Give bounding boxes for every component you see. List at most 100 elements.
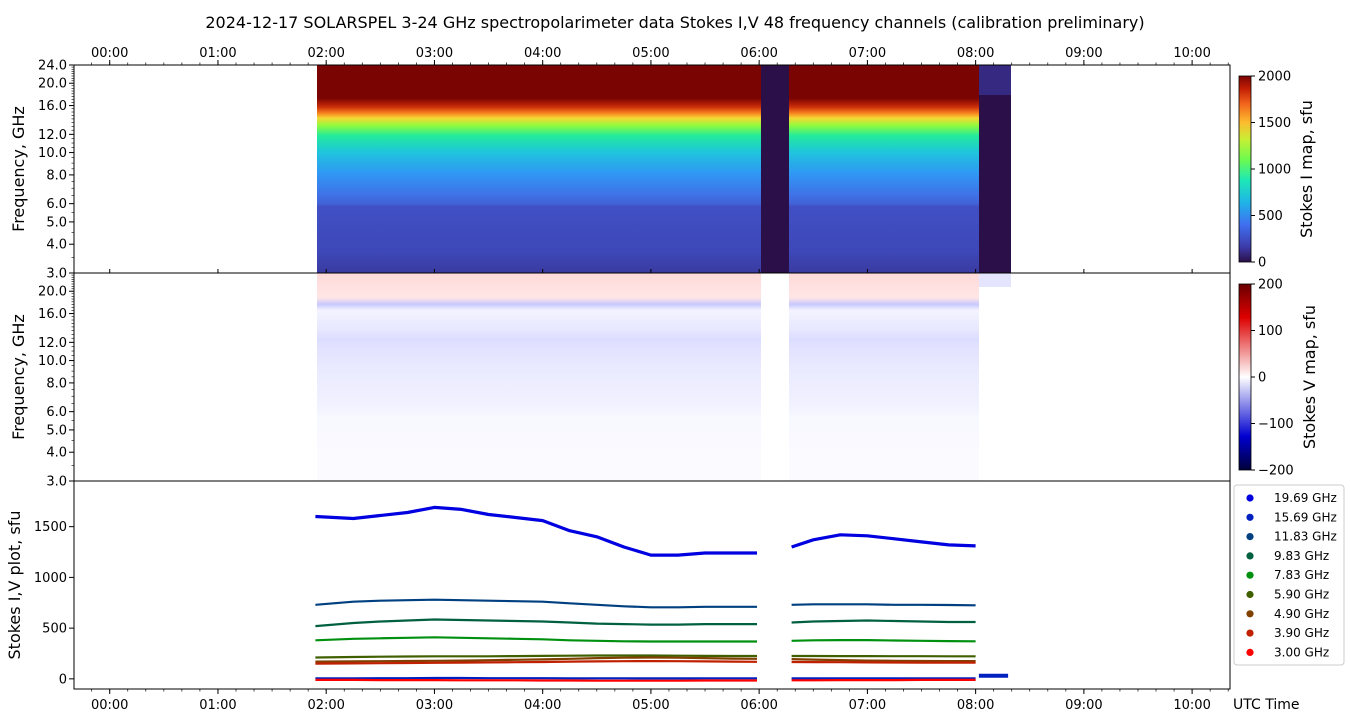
bottom-time-tick-label: 05:00: [632, 698, 669, 713]
stokes-i-colorbar-tick-label: 1000: [1258, 163, 1291, 178]
stokes-i-map-block-2: [789, 65, 979, 273]
top-time-tick-label: 07:00: [849, 46, 886, 61]
legend-entry-label: 9.83 GHz: [1274, 549, 1329, 563]
legend-marker: [1246, 648, 1254, 657]
stokes-i-freq-tick-label: 5.0: [46, 215, 67, 230]
series-line-7-83-GHz-part-2: [791, 638, 976, 643]
stokes-iv-value-tick-label: 1000: [34, 571, 67, 586]
series-line-11-83-GHz-part-1: [315, 598, 757, 609]
series-line-19-69-GHz-part-1: [315, 505, 757, 557]
bottom-time-tick-label: 03:00: [416, 698, 453, 713]
stokes-i-freq-tick-label: 6.0: [46, 197, 67, 212]
stokes-iv-value-tick-label: 500: [42, 622, 67, 637]
stokes-v-freq-tick-label: 16.0: [38, 307, 67, 322]
bottom-time-tick-label: 04:00: [524, 698, 561, 713]
legend-entry-label: 11.83 GHz: [1274, 530, 1337, 544]
top-time-tick-label: 01:00: [199, 46, 236, 61]
stokes-v-freq-tick-label: 6.0: [46, 405, 67, 420]
legend-entry-label: 5.90 GHz: [1274, 588, 1329, 602]
series-line-7-83-GHz-part-1: [315, 636, 757, 643]
legend-entry-label: 7.83 GHz: [1274, 568, 1329, 582]
stokes-i-freq-tick-label: 24.0: [38, 59, 67, 74]
stokes-i-freq-tick-label: 10.0: [38, 146, 67, 161]
stokes-i-colorbar-tick-label: 1500: [1258, 116, 1291, 131]
stokes-i-gap-1: [761, 65, 789, 273]
legend-entry-label: 3.00 GHz: [1274, 645, 1329, 659]
legend-entry-label: 15.69 GHz: [1274, 510, 1337, 524]
top-time-tick-label: 08:00: [957, 46, 994, 61]
stokes-v-freq-tick-label: 5.0: [46, 423, 67, 438]
stokes-i-freq-tick-label: 16.0: [38, 99, 67, 114]
legend-entry-label: 4.90 GHz: [1274, 607, 1329, 621]
stokes-i-colorbar-tick-label: 0: [1258, 256, 1266, 271]
stokes-i-freq-tick-label: 3.0: [46, 267, 67, 282]
top-time-tick-label: 05:00: [632, 46, 669, 61]
stokes-i-freq-tick-label: 20.0: [38, 77, 67, 92]
series-line-9-83-GHz-part-2: [791, 619, 976, 624]
stokes-i-freq-tick-label: 12.0: [38, 128, 67, 143]
figure-title: 2024-12-17 SOLARSPEL 3-24 GHz spectropol…: [205, 13, 1144, 32]
stokes-v-colorbar-tick-label: −200: [1258, 464, 1294, 479]
time-axis-label: UTC Time: [1233, 697, 1299, 713]
bottom-time-tick-label: 06:00: [740, 698, 777, 713]
stokes-v-freq-tick-label: 12.0: [38, 336, 67, 351]
bottom-time-tick-label: 01:00: [199, 698, 236, 713]
bottom-time-tick-label: 00:00: [91, 698, 128, 713]
legend-marker: [1246, 571, 1254, 579]
stokes-iv-value-tick-label: 0: [59, 672, 67, 687]
bottom-time-tick-label: 10:00: [1173, 698, 1210, 713]
top-time-tick-label: 04:00: [524, 46, 561, 61]
stokes-i-map-block-1: [317, 65, 761, 273]
stokes-v-freq-tick-label: 8.0: [46, 376, 67, 391]
legend-marker: [1246, 533, 1254, 541]
stokes-v-ylabel: Frequency, GHz: [9, 314, 28, 440]
top-time-tick-label: 10:00: [1173, 46, 1210, 61]
stokes-i-colorbar-label: Stokes I map, sfu: [1297, 100, 1316, 238]
stokes-i-panel: 3.0 4.0 5.0 6.0 8.0 10.0 12.0 16.0 20.0 24.0 00:0…: [9, 46, 1231, 481]
series-line-3-90-GHz-part-1: [315, 659, 758, 665]
stokes-i-freq-tick-label: 4.0: [46, 238, 67, 253]
bottom-time-tick-label: 02:00: [307, 698, 344, 713]
stokes-i-colorbar-tick-label: 2000: [1258, 70, 1291, 85]
legend-marker: [1246, 610, 1254, 618]
stokes-v-freq-tick-label: 4.0: [46, 446, 67, 461]
stokes-v-map-block-1: [317, 273, 761, 481]
bottom-time-tick-label: 08:00: [957, 698, 994, 713]
legend-marker: [1246, 552, 1254, 560]
stokes-i-colorbar: 0 500 1000 1500 2000 Stokes I map, sfu: [1238, 70, 1316, 271]
series-legend: 19.69 GHz 15.69 GHz 11.83 GHz 9.83 GHz 7.83 …: [1233, 484, 1345, 666]
bottom-time-tick-label: 07:00: [849, 698, 886, 713]
series-line-19-69-GHz-part-2: [791, 533, 976, 549]
stokes-i-freq-tick-label: 8.0: [46, 168, 67, 183]
stokes-iv-ylabel: Stokes I,V plot, sfu: [5, 511, 24, 660]
stokes-v-freq-tick-label: 20.0: [38, 285, 67, 300]
legend-entry-label: 3.90 GHz: [1274, 626, 1329, 640]
top-time-tick-label: 02:00: [307, 46, 344, 61]
legend-marker: [1246, 590, 1254, 599]
stokes-v-colorbar-tick-label: 100: [1258, 324, 1283, 339]
top-time-tick-label: 06:00: [740, 46, 777, 61]
series-line-9-83-GHz-part-1: [315, 618, 757, 628]
top-time-tick-label: 00:00: [91, 46, 128, 61]
stokes-iv-panel: 0 500 1000 1500 00:00 01:00 02:00 03:00 04:00 05…: [5, 480, 1299, 713]
series-line-11-83-GHz-part-2: [791, 603, 976, 607]
stokes-iv-value-tick-label: 1500: [34, 520, 67, 535]
series-line-4-90-GHz-part-2: [791, 658, 976, 663]
top-time-tick-label: 03:00: [416, 46, 453, 61]
series-line-4-90-GHz-part-1: [315, 656, 758, 663]
top-time-tick-label: 09:00: [1065, 46, 1102, 61]
stokes-v-map-block-2: [789, 273, 979, 481]
stokes-v-freq-tick-label: 10.0: [38, 354, 67, 369]
stokes-v-freq-tick-label: 3.0: [46, 475, 67, 490]
legend-marker: [1246, 629, 1254, 637]
stokes-v-colorbar-tick-label: 0: [1258, 371, 1266, 386]
stokes-i-colorbar-tick-label: 500: [1258, 209, 1283, 224]
stokes-i-gap-2: [979, 65, 1011, 273]
series-line-5-90-GHz-part-1: [315, 654, 757, 659]
bottom-time-tick-label: 09:00: [1065, 698, 1102, 713]
stokes-v-colorbar-tick-label: 200: [1258, 278, 1283, 293]
stokes-v-colorbar-label: Stokes V map, sfu: [1300, 305, 1319, 449]
series-line-3-00-GHz-part-1: [315, 678, 757, 682]
legend-entry-label: 19.69 GHz: [1274, 491, 1337, 505]
